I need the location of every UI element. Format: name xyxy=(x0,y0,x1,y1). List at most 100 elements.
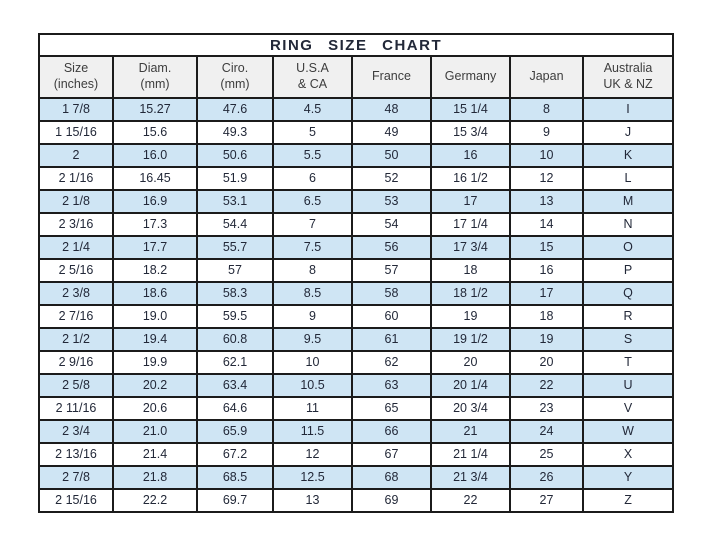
cell: 57 xyxy=(351,258,432,283)
column-header-sublabel: (mm) xyxy=(220,77,250,91)
cell: 65 xyxy=(351,396,432,421)
cell: 20 3/4 xyxy=(430,396,511,421)
cell: 69 xyxy=(351,488,432,513)
cell: 67.2 xyxy=(196,442,274,467)
cell: 68.5 xyxy=(196,465,274,490)
table-row: 2 9/16 19.9 62.1 10 62 20 20 T xyxy=(38,350,675,375)
column-header-label: Australia xyxy=(603,61,653,76)
cell: 12.5 xyxy=(272,465,353,490)
cell: 67 xyxy=(351,442,432,467)
column-header-sublabel: UK & NZ xyxy=(603,77,653,91)
cell: 2 5/16 xyxy=(38,258,114,283)
table-row: 2 5/8 20.2 63.4 10.5 63 20 1/4 22 U xyxy=(38,373,675,398)
cell: 66 xyxy=(351,419,432,444)
cell: M xyxy=(581,189,675,214)
column-header-sublabel: (mm) xyxy=(140,77,170,91)
cell: O xyxy=(581,235,675,260)
column-header-label: Size xyxy=(63,61,89,76)
cell: 2 1/4 xyxy=(38,235,114,260)
cell: 2 9/16 xyxy=(38,350,114,375)
cell: 15.27 xyxy=(112,97,198,122)
header-row: Size (inches) Diam. (mm) Ciro. (mm) U.S.A & CA F… xyxy=(38,55,675,99)
cell: 1 15/16 xyxy=(38,120,114,145)
cell: 14 xyxy=(509,212,584,237)
cell: U xyxy=(581,373,675,398)
cell: 17.3 xyxy=(112,212,198,237)
cell: 4.5 xyxy=(272,97,353,122)
cell: 2 xyxy=(38,143,114,168)
cell: 20.6 xyxy=(112,396,198,421)
cell: 15 3/4 xyxy=(430,120,511,145)
cell: 2 13/16 xyxy=(38,442,114,467)
cell: 27 xyxy=(509,488,584,513)
cell: 51.9 xyxy=(196,166,274,191)
cell: 21 3/4 xyxy=(430,465,511,490)
cell: 20 xyxy=(430,350,511,375)
cell: 6.5 xyxy=(272,189,353,214)
cell: R xyxy=(581,304,675,329)
table-row: 2 3/8 18.6 58.3 8.5 58 18 1/2 17 Q xyxy=(38,281,675,306)
cell: 22.2 xyxy=(112,488,198,513)
column-header: Ciro. (mm) xyxy=(196,55,274,99)
cell: P xyxy=(581,258,675,283)
cell: 17 xyxy=(430,189,511,214)
cell: 17.7 xyxy=(112,235,198,260)
cell: 10.5 xyxy=(272,373,353,398)
table-row: 1 7/8 15.27 47.6 4.5 48 15 1/4 8 I xyxy=(38,97,675,122)
cell: 49 xyxy=(351,120,432,145)
column-header-label: Ciro. xyxy=(221,61,249,76)
cell: 50 xyxy=(351,143,432,168)
cell: 2 11/16 xyxy=(38,396,114,421)
cell: 17 3/4 xyxy=(430,235,511,260)
cell: 5.5 xyxy=(272,143,353,168)
cell: 54.4 xyxy=(196,212,274,237)
title-row: RING SIZE CHART xyxy=(37,33,675,57)
cell: 59.5 xyxy=(196,304,274,329)
cell: 19.4 xyxy=(112,327,198,352)
cell: 55.7 xyxy=(196,235,274,260)
cell: 61 xyxy=(351,327,432,352)
cell: 2 3/16 xyxy=(38,212,114,237)
ring-size-chart-table: RING SIZE CHART Size (inches) Diam. (mm) Cir… xyxy=(37,33,675,513)
cell: 18.6 xyxy=(112,281,198,306)
cell: 20 1/4 xyxy=(430,373,511,398)
cell: 15.6 xyxy=(112,120,198,145)
cell: Y xyxy=(581,465,675,490)
table-body: 1 7/8 15.27 47.6 4.5 48 15 1/4 8 I 1 15/16 15.6 49… xyxy=(38,97,675,513)
cell: 2 1/8 xyxy=(38,189,114,214)
cell: 21 1/4 xyxy=(430,442,511,467)
cell: 58.3 xyxy=(196,281,274,306)
cell: 18.2 xyxy=(112,258,198,283)
cell: I xyxy=(581,97,675,122)
cell: 13 xyxy=(509,189,584,214)
column-header: U.S.A & CA xyxy=(272,55,353,99)
cell: 16.0 xyxy=(112,143,198,168)
cell: L xyxy=(581,166,675,191)
cell: 49.3 xyxy=(196,120,274,145)
table-row: 2 3/16 17.3 54.4 7 54 17 1/4 14 N xyxy=(38,212,675,237)
table-row: 2 15/16 22.2 69.7 13 69 22 27 Z xyxy=(38,488,675,513)
cell: 20 xyxy=(509,350,584,375)
table-row: 2 11/16 20.6 64.6 11 65 20 3/4 23 V xyxy=(38,396,675,421)
cell: K xyxy=(581,143,675,168)
cell: 69.7 xyxy=(196,488,274,513)
column-header: Size (inches) xyxy=(38,55,114,99)
cell: 8 xyxy=(272,258,353,283)
column-header-label: Japan xyxy=(529,69,564,84)
cell: 16.9 xyxy=(112,189,198,214)
chart-title: RING SIZE CHART xyxy=(37,33,675,57)
table-row: 2 5/16 18.2 57 8 57 18 16 P xyxy=(38,258,675,283)
cell: 10 xyxy=(509,143,584,168)
cell: 63.4 xyxy=(196,373,274,398)
cell: 68 xyxy=(351,465,432,490)
cell: 62 xyxy=(351,350,432,375)
column-header-label: U.S.A xyxy=(296,61,329,76)
cell: 19.9 xyxy=(112,350,198,375)
cell: T xyxy=(581,350,675,375)
cell: W xyxy=(581,419,675,444)
column-header: Diam. (mm) xyxy=(112,55,198,99)
cell: 19 xyxy=(509,327,584,352)
cell: 11.5 xyxy=(272,419,353,444)
table-row: 2 7/16 19.0 59.5 9 60 19 18 R xyxy=(38,304,675,329)
cell: 17 1/4 xyxy=(430,212,511,237)
